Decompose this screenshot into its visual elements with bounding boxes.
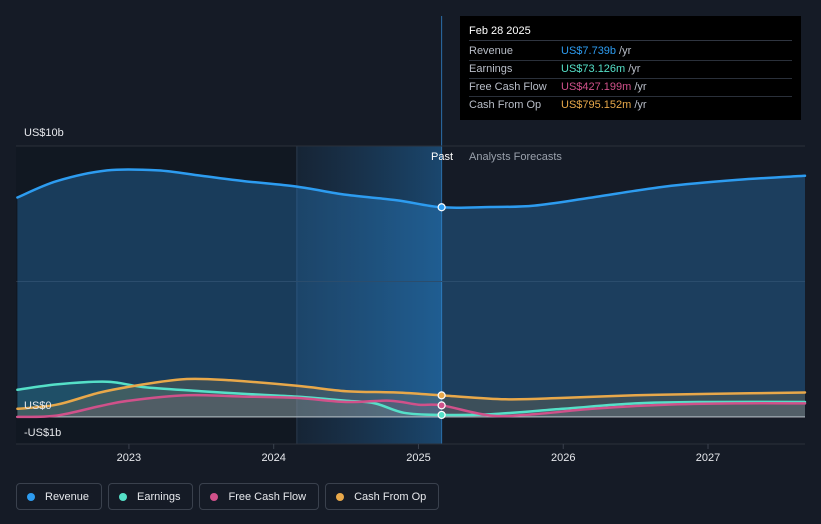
legend-dot-icon [119,492,128,501]
x-tick-label: 2023 [117,452,141,464]
tooltip-row-label: Cash From Op [469,99,542,111]
tooltip-row-label: Earnings [469,63,513,75]
tooltip-date: Feb 28 2025 [469,23,792,41]
free-cash-flow-marker [437,401,446,410]
legend-item-label: Earnings [137,490,181,503]
free-cash-flow-line [16,393,807,419]
tooltip-row-value: US$427.199m [561,81,632,93]
tooltip-row: Earnings US$73.126m/yr [469,61,792,79]
legend-item-cash-from-op[interactable]: Cash From Op [325,483,440,510]
past-label: Past [431,151,453,163]
legend-item-revenue[interactable]: Revenue [16,483,103,510]
tooltip-row: Revenue US$7.739b/yr [469,43,792,61]
tooltip-row-value: US$7.739b [561,45,617,57]
legend-dot-icon [210,492,219,501]
revenue-area [17,169,805,417]
tooltip-row-value: US$795.152m [561,99,632,111]
tooltip-row-label: Free Cash Flow [469,81,547,93]
revenue-line [16,168,807,209]
y-label-top: US$10b [24,127,64,139]
legend-item-label: Free Cash Flow [228,490,307,503]
tooltip-row-value: US$73.126m [561,63,626,75]
forecast-label: Analysts Forecasts [469,151,562,163]
legend-item-label: Revenue [45,490,90,503]
data-tooltip: Feb 28 2025 Revenue US$7.739b/yr Earnings U… [460,16,801,120]
tooltip-row-unit: /yr [634,99,647,111]
chart-legend: Revenue Earnings Free Cash Flow Cash From O… [16,483,440,510]
tooltip-row-unit: /yr [619,45,632,57]
y-label-bottom: -US$1b [24,427,61,439]
x-tick-label: 2024 [261,452,285,464]
x-tick-label: 2025 [406,452,430,464]
x-tick-label: 2027 [696,452,720,464]
revenue-marker [437,203,446,212]
legend-dot-icon [336,492,345,501]
tooltip-row-label: Revenue [469,45,514,57]
y-label-zero: US$0 [24,400,52,412]
legend-item-label: Cash From Op [354,490,427,503]
free-cash-flow-area [17,395,805,417]
legend-item-free-cash-flow[interactable]: Free Cash Flow [199,483,320,510]
tooltip-row-unit: /yr [628,63,641,75]
cash-from-op-marker [437,391,446,400]
tooltip-row-unit: /yr [634,81,647,93]
tooltip-row: Cash From Op US$795.152m/yr [469,97,792,114]
x-tick-label: 2026 [551,452,575,464]
legend-item-earnings[interactable]: Earnings [108,483,194,510]
tooltip-row: Free Cash Flow US$427.199m/yr [469,79,792,97]
legend-dot-icon [27,492,35,501]
earnings-marker [437,410,446,420]
cash-from-op-line [16,377,807,411]
